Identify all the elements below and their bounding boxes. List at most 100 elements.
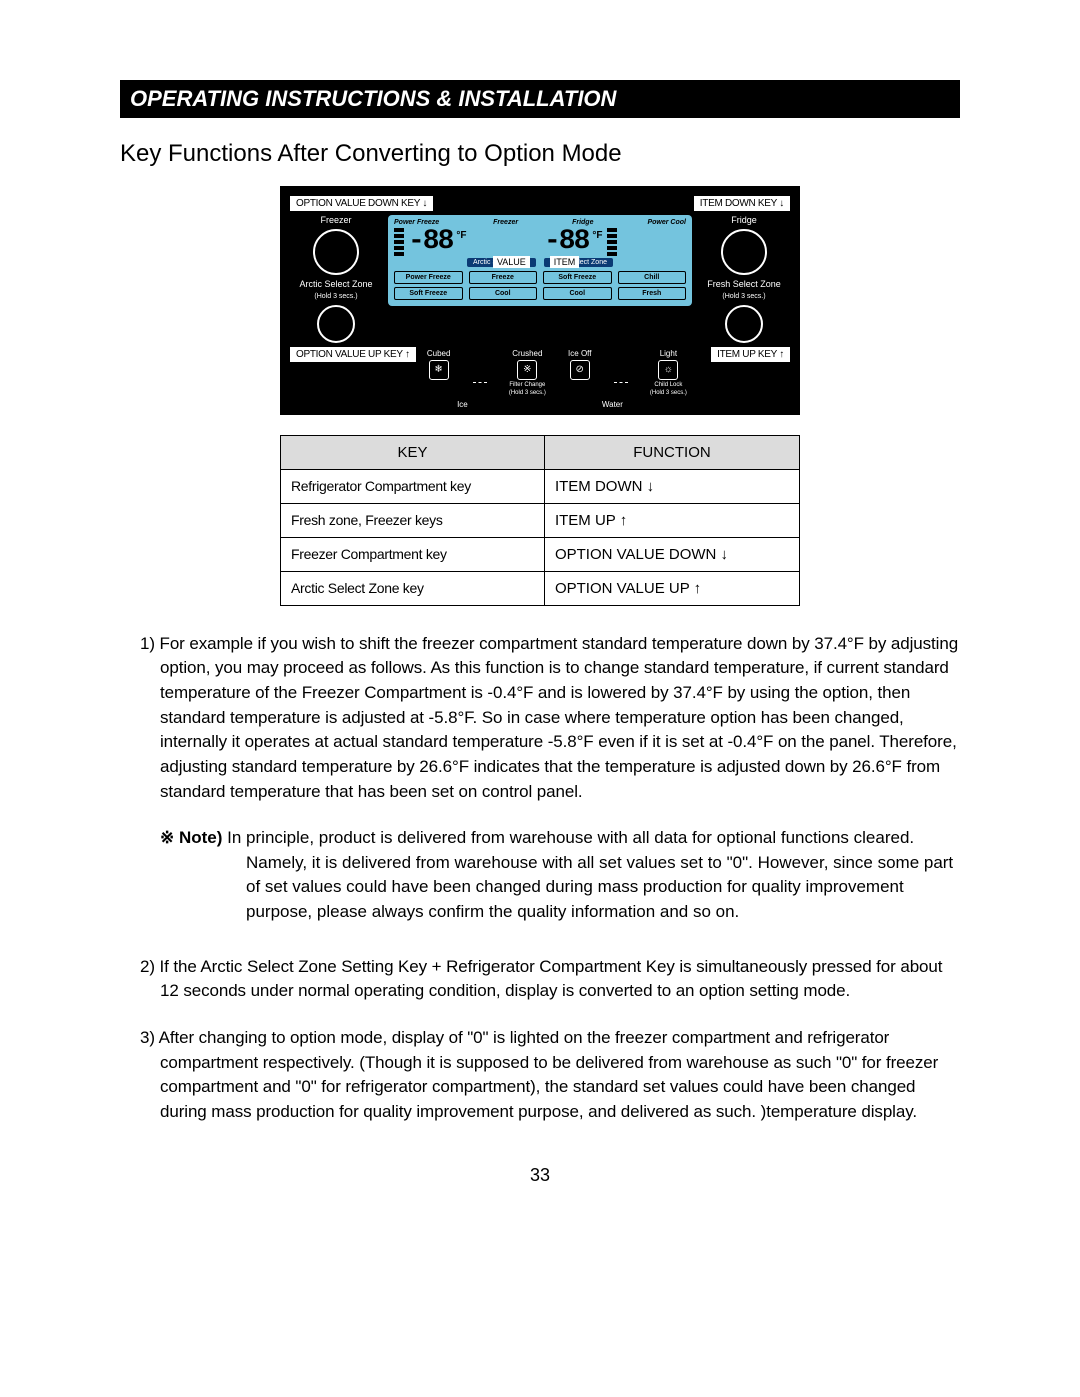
- panel-top-callouts: OPTION VALUE DOWN KEY ↓ ITEM DOWN KEY ↓: [290, 196, 790, 211]
- item-tag: ITEM: [550, 256, 580, 268]
- func-cubed[interactable]: Cubed ❄: [427, 349, 451, 396]
- func-iceoff-label: Ice Off: [568, 349, 591, 358]
- func-iceoff[interactable]: Ice Off ⊘: [568, 349, 591, 396]
- table-row: Freezer Compartment key OPTION VALUE DOW…: [281, 537, 800, 571]
- table-header-row: KEY FUNCTION: [281, 435, 800, 469]
- th-key: KEY: [281, 435, 545, 469]
- td-func: ITEM DOWN ↓: [544, 469, 799, 503]
- fridge-temp-block: -88 °F: [544, 228, 686, 256]
- section-title: Key Functions After Converting to Option…: [120, 140, 960, 168]
- paragraph-2: 2) If the Arctic Select Zone Setting Key…: [120, 955, 960, 1004]
- value-tag: VALUE: [493, 256, 530, 268]
- func-light[interactable]: Light ☼ Child Lock (Hold 3 secs.): [650, 349, 687, 396]
- fridge-side: Fridge Fresh Select Zone (Hold 3 secs.): [698, 215, 790, 343]
- note-label: Note): [160, 828, 222, 847]
- paragraph-1: 1) For example if you wish to shift the …: [120, 632, 960, 804]
- page-root: OPERATING INSTRUCTIONS & INSTALLATION Ke…: [0, 0, 1080, 1397]
- td-func: ITEM UP ↑: [544, 503, 799, 537]
- fridge-label: Fridge: [731, 215, 757, 225]
- header-bar: OPERATING INSTRUCTIONS & INSTALLATION: [120, 80, 960, 118]
- note-block: Note) In principle, product is delivered…: [160, 826, 960, 925]
- lcd-mode-btn[interactable]: Soft Freeze: [543, 271, 612, 284]
- callout-item-up: ITEM UP KEY ↑: [711, 347, 790, 362]
- lcd-screen: Power Freeze Freezer Fridge Power Cool -…: [388, 215, 692, 306]
- fresh-knob-icon[interactable]: [725, 305, 763, 343]
- note-body: In principle, product is delivered from …: [222, 828, 953, 921]
- table-row: Fresh zone, Freezer keys ITEM UP ↑: [281, 503, 800, 537]
- lcd-digits: -88 °F -88 °F: [394, 228, 686, 256]
- callout-wrap-right: ITEM UP KEY ↑: [698, 349, 790, 360]
- lcd-power-freeze: Power Freeze: [394, 219, 439, 226]
- arctic-knob-icon[interactable]: [317, 305, 355, 343]
- freezer-deg-f: °F: [456, 230, 466, 241]
- callout-item-down: ITEM DOWN KEY ↓: [694, 196, 790, 211]
- lcd-top-row: Power Freeze Freezer Fridge Power Cool: [394, 219, 686, 226]
- key-function-table: KEY FUNCTION Refrigerator Compartment ke…: [280, 435, 800, 606]
- lcd-mode-btn[interactable]: Freeze: [469, 271, 538, 284]
- fridge-level-bars-icon: [607, 228, 617, 256]
- dash-icon: [473, 382, 487, 383]
- lcd-mode-btn[interactable]: Soft Freeze: [394, 287, 463, 300]
- td-key: Fresh zone, Freezer keys: [281, 503, 545, 537]
- arctic-zone-chip: Arctic Select Zone VALUE: [467, 258, 536, 267]
- fresh-zone-chip: Fresh Select Zone ITEM: [544, 258, 613, 267]
- td-func: OPTION VALUE UP ↑: [544, 571, 799, 605]
- func-crushed[interactable]: Crushed ※ Filter Change (Hold 3 secs.): [509, 349, 546, 396]
- panel-func-row: OPTION VALUE UP KEY ↑ Cubed ❄ Crushed ※ …: [290, 349, 790, 396]
- lcd-mode-grid: Power Freeze Freeze Soft Freeze Chill So…: [394, 271, 686, 300]
- td-key: Refrigerator Compartment key: [281, 469, 545, 503]
- lcd-mode-btn[interactable]: Cool: [469, 287, 538, 300]
- th-func: FUNCTION: [544, 435, 799, 469]
- lcd-fridge: Fridge: [572, 219, 593, 226]
- func-cubed-label: Cubed: [427, 349, 451, 358]
- control-panel-wrap: OPTION VALUE DOWN KEY ↓ ITEM DOWN KEY ↓ …: [120, 186, 960, 415]
- panel-bottom-labels: Ice Water: [290, 400, 790, 409]
- func-icons: Cubed ❄ Crushed ※ Filter Change (Hold 3 …: [416, 349, 698, 396]
- callout-option-value-up: OPTION VALUE UP KEY ↑: [290, 347, 416, 362]
- page-number: 33: [120, 1165, 960, 1186]
- td-key: Arctic Select Zone key: [281, 571, 545, 605]
- fresh-zone-label: Fresh Select Zone: [707, 279, 781, 289]
- fridge-deg-f: °F: [592, 230, 602, 241]
- water-label: Water: [602, 400, 623, 409]
- cubed-ice-icon: ❄: [429, 360, 449, 380]
- lcd-mode-btn[interactable]: Fresh: [618, 287, 687, 300]
- paragraph-3: 3) After changing to option mode, displa…: [120, 1026, 960, 1125]
- freezer-label: Freezer: [320, 215, 351, 225]
- freezer-knob-icon[interactable]: [313, 229, 359, 275]
- arctic-zone-label: Arctic Select Zone: [299, 279, 372, 289]
- td-key: Freezer Compartment key: [281, 537, 545, 571]
- freezer-level-bars-icon: [394, 228, 404, 256]
- lcd-zone-row: Arctic Select Zone VALUE Fresh Select Zo…: [394, 258, 686, 267]
- callout-wrap-left: OPTION VALUE UP KEY ↑: [290, 349, 416, 360]
- light-icon: ☼: [658, 360, 678, 380]
- arctic-hold-label: (Hold 3 secs.): [314, 293, 357, 301]
- fridge-temp-value: -88: [544, 228, 588, 256]
- panel-main: Freezer Arctic Select Zone (Hold 3 secs.…: [290, 215, 790, 343]
- freezer-temp-value: -88: [408, 228, 452, 256]
- dash-icon: [614, 382, 628, 383]
- td-func: OPTION VALUE DOWN ↓: [544, 537, 799, 571]
- crushed-ice-icon: ※: [517, 360, 537, 380]
- ice-label: Ice: [457, 400, 468, 409]
- callout-option-value-down: OPTION VALUE DOWN KEY ↓: [290, 196, 433, 211]
- func-light-label: Light: [660, 349, 677, 358]
- child-lock-label: Child Lock: [654, 382, 682, 388]
- lcd-mode-btn[interactable]: Cool: [543, 287, 612, 300]
- lcd-mode-btn[interactable]: Power Freeze: [394, 271, 463, 284]
- fresh-hold-label: (Hold 3 secs.): [722, 293, 765, 301]
- lcd-power-cool: Power Cool: [647, 219, 686, 226]
- lcd-mode-btn[interactable]: Chill: [618, 271, 687, 284]
- freezer-side: Freezer Arctic Select Zone (Hold 3 secs.…: [290, 215, 382, 343]
- table-row: Arctic Select Zone key OPTION VALUE UP ↑: [281, 571, 800, 605]
- ice-off-icon: ⊘: [570, 360, 590, 380]
- control-panel: OPTION VALUE DOWN KEY ↓ ITEM DOWN KEY ↓ …: [280, 186, 800, 415]
- filter-hold-label: (Hold 3 secs.): [509, 390, 546, 396]
- child-hold-label: (Hold 3 secs.): [650, 390, 687, 396]
- freezer-temp-block: -88 °F: [394, 228, 536, 256]
- func-crushed-label: Crushed: [512, 349, 542, 358]
- table-row: Refrigerator Compartment key ITEM DOWN ↓: [281, 469, 800, 503]
- filter-change-label: Filter Change: [509, 382, 545, 388]
- fridge-knob-icon[interactable]: [721, 229, 767, 275]
- lcd-freezer: Freezer: [493, 219, 518, 226]
